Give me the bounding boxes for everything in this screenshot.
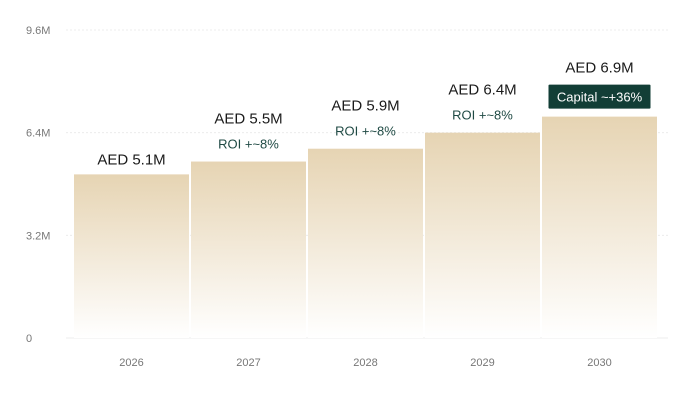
annotation-label: ROI +~8% xyxy=(452,108,513,123)
bars xyxy=(74,116,657,338)
value-label: AED 6.9M xyxy=(565,60,633,77)
annotation-label: ROI +~8% xyxy=(335,124,396,139)
bar xyxy=(425,132,540,338)
annotation-label: ROI +~8% xyxy=(218,137,279,152)
bar-labels: AED 5.1M AED 5.5M ROI +~8% AED 5.9M ROI +~8%… xyxy=(97,60,651,168)
x-tick-label: 2028 xyxy=(353,357,377,369)
annotation-badge-label: Capital ~+36% xyxy=(557,90,643,105)
y-tick-label: 9.6M xyxy=(26,25,50,37)
annotation-badge xyxy=(548,84,651,109)
bar xyxy=(74,174,189,338)
x-axis-ticks: 2026 2027 2028 2029 2030 xyxy=(119,357,611,369)
bar xyxy=(191,161,306,338)
y-axis-ticks: 0 3.2M 6.4M 9.6M xyxy=(26,25,50,345)
bar xyxy=(542,116,657,338)
value-label: AED 6.4M xyxy=(448,82,516,99)
x-tick-label: 2026 xyxy=(119,357,143,369)
y-tick-label: 3.2M xyxy=(26,230,50,242)
value-label: AED 5.9M xyxy=(331,98,399,115)
value-label: AED 5.5M xyxy=(214,111,282,128)
y-tick-label: 0 xyxy=(26,333,32,345)
x-tick-label: 2027 xyxy=(236,357,260,369)
y-tick-label: 6.4M xyxy=(26,128,50,140)
value-label: AED 5.1M xyxy=(97,151,165,168)
x-tick-label: 2030 xyxy=(587,357,611,369)
bar xyxy=(308,148,423,338)
x-tick-label: 2029 xyxy=(470,357,494,369)
